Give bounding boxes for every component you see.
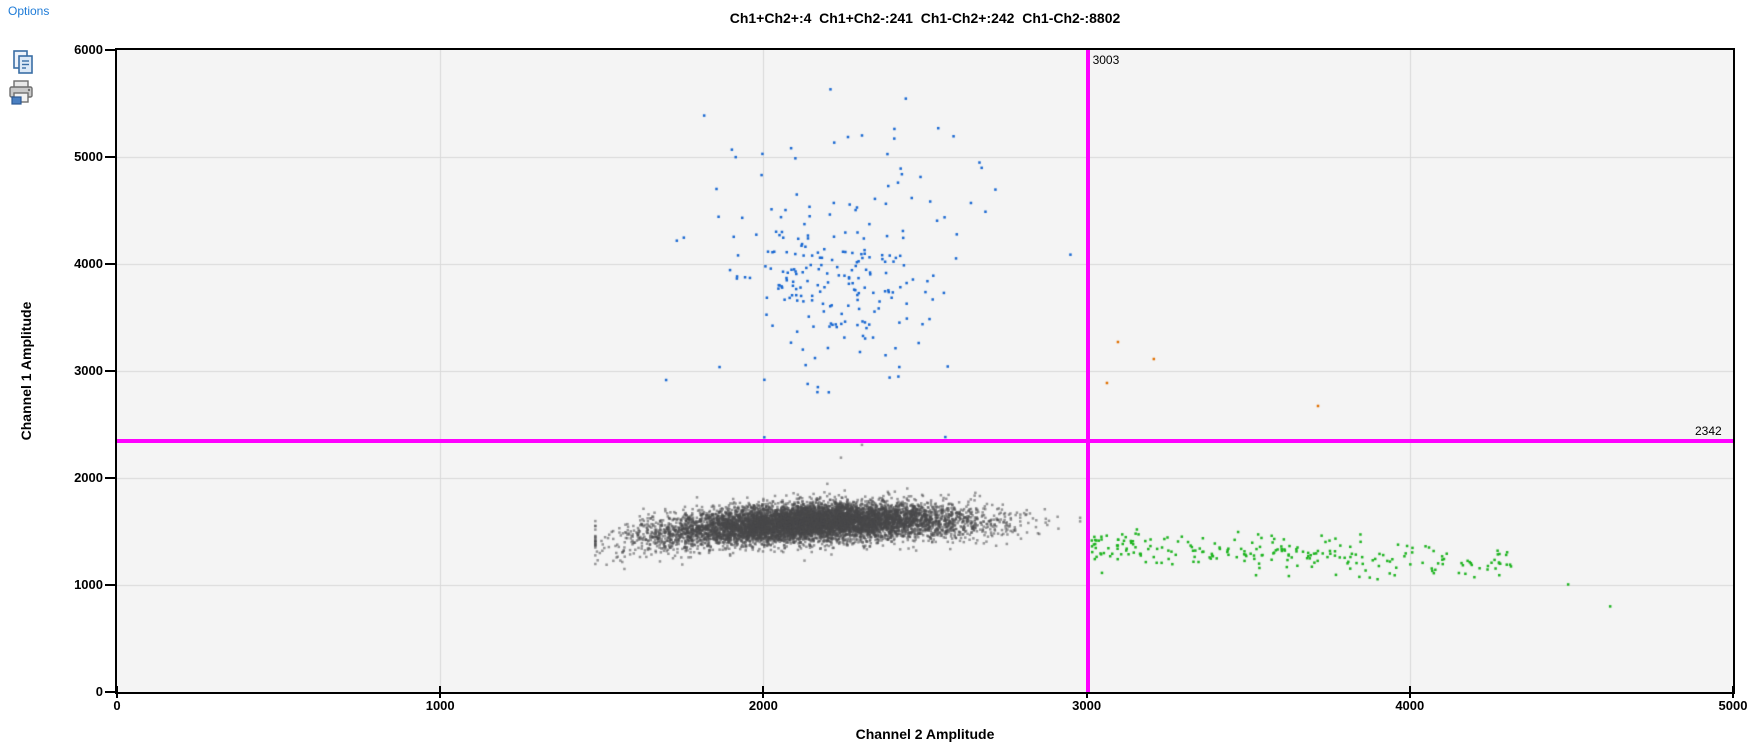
ch2-threshold-value: 3003	[1092, 53, 1120, 67]
x-tick-label: 2000	[748, 698, 778, 713]
x-tick-label: 5000	[1718, 698, 1748, 713]
x-tick-mark	[1732, 686, 1734, 698]
y-tick-label: 3000	[74, 363, 103, 378]
copy-icon[interactable]	[10, 48, 38, 76]
y-tick-mark	[105, 156, 117, 158]
y-tick-label: 4000	[74, 256, 103, 271]
y-axis-title: Channel 1 Amplitude	[18, 301, 34, 441]
y-tick-mark	[105, 584, 117, 586]
x-tick-label: 1000	[425, 698, 455, 713]
x-tick-mark	[439, 686, 442, 698]
x-tick-mark	[1408, 686, 1411, 698]
chart-title: Ch1+Ch2+:4 Ch1+Ch2-:241 Ch1-Ch2+:242 Ch1…	[729, 10, 1121, 26]
y-tick-label: 2000	[74, 470, 103, 485]
y-tick-mark	[105, 263, 117, 265]
scatter-plot-canvas	[117, 50, 1733, 692]
y-tick-label: 0	[95, 684, 103, 699]
x-tick-mark	[1085, 686, 1088, 698]
y-tick-label: 6000	[74, 42, 103, 57]
x-tick-label: 4000	[1395, 698, 1425, 713]
ch2-threshold-line[interactable]	[1085, 50, 1090, 692]
x-tick-label: 0	[113, 698, 121, 713]
ch1-threshold-value: 2342	[1695, 424, 1722, 439]
ch1-threshold-line[interactable]	[117, 439, 1733, 444]
options-link[interactable]: Options	[8, 4, 50, 18]
y-tick-label: 1000	[74, 577, 103, 592]
y-tick-mark	[105, 49, 117, 51]
x-tick-mark	[762, 686, 765, 698]
y-tick-mark	[105, 691, 117, 693]
y-tick-label: 5000	[74, 149, 103, 164]
x-axis-title: Channel 2 Amplitude	[855, 726, 995, 742]
x-tick-label: 3000	[1072, 698, 1102, 713]
y-tick-mark	[105, 370, 117, 372]
x-tick-mark	[116, 686, 118, 698]
print-icon[interactable]	[7, 78, 35, 106]
y-tick-mark	[105, 477, 117, 479]
